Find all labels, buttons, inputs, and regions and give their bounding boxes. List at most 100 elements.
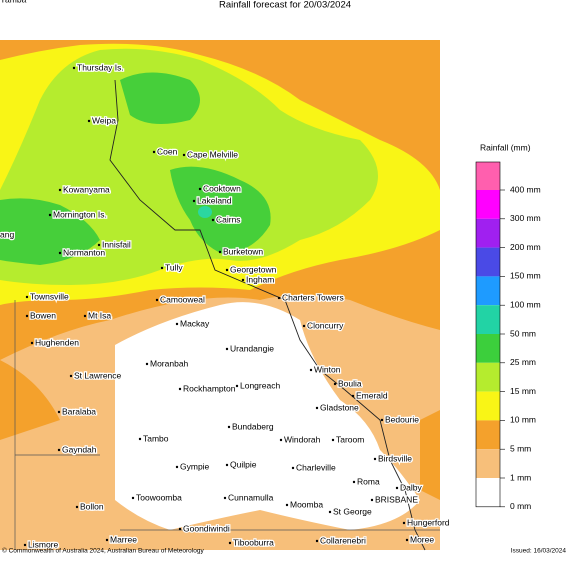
legend-label: 1 mm: [510, 472, 531, 482]
place-label: Moomba: [290, 499, 323, 509]
place-dot: [87, 119, 91, 123]
place-label: Gympie: [180, 461, 210, 471]
place-label: Ingham: [246, 274, 274, 284]
place-dot: [235, 384, 239, 388]
place-label: St Lawrence: [74, 370, 122, 380]
place-dot: [152, 150, 156, 154]
issued-date: Issued: 16/03/2024: [511, 548, 567, 555]
place-dot: [218, 250, 222, 254]
place-dot: [48, 213, 52, 217]
legend-swatch: [476, 449, 500, 478]
place-dot: [370, 498, 374, 502]
rain-100mm: [198, 206, 212, 218]
legend-label: 400 mm: [510, 184, 541, 194]
place-dot: [178, 527, 182, 531]
place-label: Mt Isa: [88, 310, 111, 320]
legend-label: 25 mm: [510, 357, 536, 367]
place-label: Boulia: [338, 378, 362, 388]
place-label: Lakeland: [197, 195, 232, 205]
title: Rainfall forecast for 20/03/2024: [219, 0, 351, 11]
place-dot: [309, 368, 313, 372]
legend-swatch: [476, 305, 500, 334]
legend-swatch: [476, 334, 500, 363]
place-dot: [333, 382, 337, 386]
place-dot: [175, 322, 179, 326]
place-dot: [380, 418, 384, 422]
place-dot: [328, 510, 332, 514]
place-dot: [395, 486, 399, 490]
place-dot: [58, 251, 62, 255]
place-label: Toowoomba: [136, 492, 182, 502]
legend-label: 100 mm: [510, 299, 541, 309]
place-dot: [291, 466, 295, 470]
place-label: Emerald: [356, 390, 388, 400]
place-dot: [57, 448, 61, 452]
legend-swatch: [476, 247, 500, 277]
legend-label: 15 mm: [510, 386, 536, 396]
place-label: Bollon: [80, 501, 104, 511]
place-dot: [373, 457, 377, 461]
legend-swatch: [476, 190, 500, 219]
place-dot: [225, 463, 229, 467]
place-dot: [25, 295, 29, 299]
place-label: Lismore: [28, 539, 59, 549]
place-label: Marree: [110, 534, 137, 544]
place-label: Rockhampton: [183, 383, 236, 393]
legend-scale: 400 mm 300 mm 200 mm 150 mm 100 mm 50 mm 25 mm…: [475, 161, 541, 511]
legend: Rainfall (mm) 400 mm 300 mm 200 mm 150 mm 10…: [475, 142, 541, 511]
place-label: Birdsville: [378, 453, 412, 463]
place-label: Longreach: [240, 380, 280, 390]
place-label: Kowanyama: [63, 184, 110, 194]
place-label: Mornington Is.: [53, 209, 107, 219]
place-label: Townsville: [30, 291, 69, 301]
place-dot: [198, 187, 202, 191]
place-label: Moree: [410, 534, 434, 544]
legend-swatch: [476, 420, 500, 450]
place-dot: [279, 438, 283, 442]
place-label: Charters Towers: [282, 292, 344, 302]
legend-swatch: [476, 218, 500, 248]
place-label: Windorah: [284, 434, 321, 444]
legend-label: 0 mm: [510, 501, 531, 511]
place-label: Cunnamulla: [228, 492, 274, 502]
state-border: [14, 300, 440, 550]
place-label: Coen: [157, 146, 178, 156]
place-dot: [302, 324, 306, 328]
legend-title: Rainfall (mm): [480, 142, 531, 152]
legend-frame: [475, 161, 501, 508]
place-label: Roma: [357, 476, 380, 486]
place-dot: [175, 465, 179, 469]
place-dot: [97, 243, 101, 247]
place-label: Georgetown: [230, 264, 277, 274]
place-dot: [405, 538, 409, 542]
legend-label: 50 mm: [510, 328, 536, 338]
place-label: Urandangie: [230, 343, 274, 353]
place-dot: [315, 406, 319, 410]
place-dot: [225, 268, 229, 272]
place-label: Cairns: [216, 214, 241, 224]
place-label: Thursday Is.: [77, 62, 124, 72]
place-label: Collarenebri: [320, 535, 366, 545]
place-label: Yamba: [0, 0, 27, 4]
place-dot: [155, 298, 159, 302]
place-dot: [331, 438, 335, 442]
place-label: Burketown: [223, 246, 263, 256]
place-dot: [75, 505, 79, 509]
place-label: Innisfail: [102, 239, 131, 249]
place-label: Cape Melville: [187, 149, 238, 159]
map: [0, 40, 440, 551]
place-label: Cooktown: [203, 183, 241, 193]
place-dot: [228, 541, 232, 545]
place-dot: [315, 539, 319, 543]
place-label: Mackay: [180, 318, 210, 328]
legend-swatch: [476, 391, 500, 421]
place-label: Cloncurry: [307, 320, 344, 330]
legend-label: 200 mm: [510, 242, 541, 252]
place-labels: Thursday Is. Weipa Coen Cape Melville Kowany…: [0, 0, 451, 551]
rain-0mm: [115, 302, 420, 530]
place-label: Gayndah: [62, 444, 97, 454]
place-label: Quilpie: [230, 459, 257, 469]
place-dot: [241, 278, 245, 282]
legend-swatch: [476, 478, 500, 507]
